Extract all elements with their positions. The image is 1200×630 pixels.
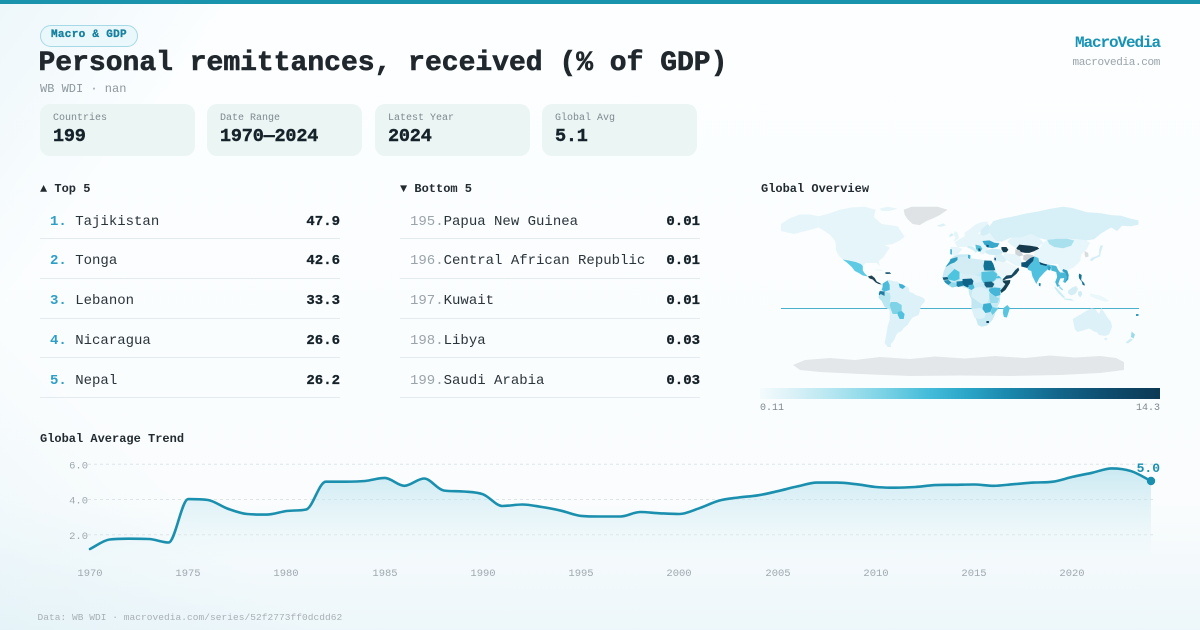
svg-text:1975: 1975	[175, 568, 200, 580]
svg-text:4.0: 4.0	[69, 496, 88, 508]
svg-text:2015: 2015	[961, 568, 986, 580]
svg-text:2010: 2010	[863, 568, 888, 580]
svg-text:5.0: 5.0	[1137, 461, 1161, 476]
svg-text:1995: 1995	[568, 568, 593, 580]
svg-text:2020: 2020	[1059, 568, 1084, 580]
svg-text:2005: 2005	[765, 568, 790, 580]
svg-text:2.0: 2.0	[69, 531, 88, 543]
svg-text:2000: 2000	[666, 568, 691, 580]
svg-text:6.0: 6.0	[69, 461, 88, 473]
svg-text:1985: 1985	[372, 568, 397, 580]
svg-text:1990: 1990	[470, 568, 495, 580]
svg-text:1980: 1980	[273, 568, 298, 580]
svg-text:1970: 1970	[77, 568, 102, 580]
